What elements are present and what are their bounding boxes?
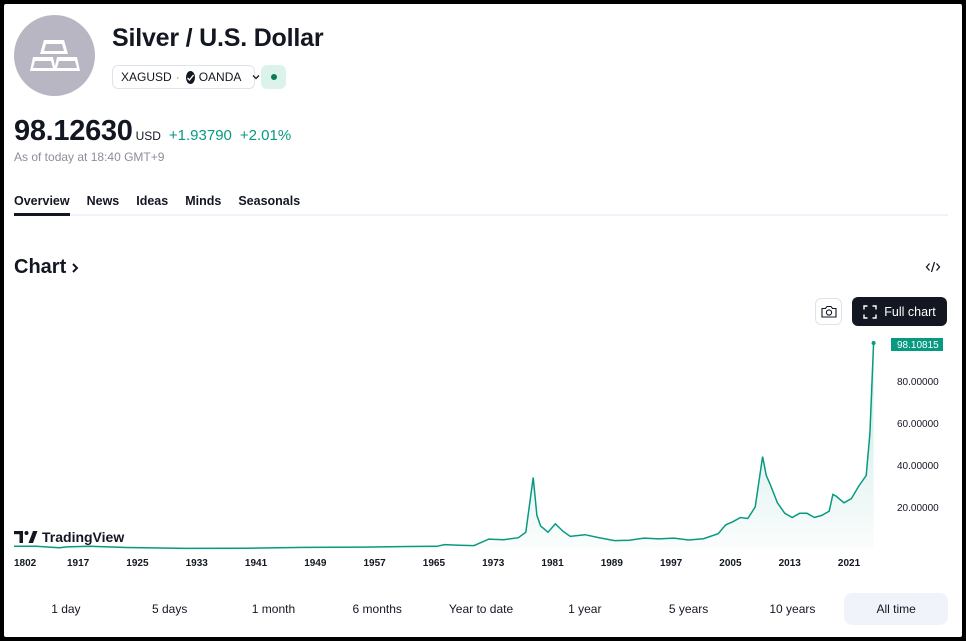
page-frame: Silver / U.S. Dollar XAGUSD · OANDA 98.1… xyxy=(4,4,962,637)
y-tick-label: 20.00000 xyxy=(897,503,939,514)
market-status-button[interactable] xyxy=(261,65,286,89)
range-6-months[interactable]: 6 months xyxy=(352,602,402,616)
x-tick-label: 1941 xyxy=(245,558,268,569)
x-tick-label: 1802 xyxy=(14,558,37,569)
x-tick-label: 1973 xyxy=(482,558,505,569)
price-line xyxy=(14,342,875,550)
price-area-fill xyxy=(14,343,874,549)
chart-heading-link[interactable]: Chart xyxy=(14,256,80,279)
tab-minds[interactable]: Minds xyxy=(185,194,222,208)
oanda-logo-icon xyxy=(185,70,195,84)
symbol-label: XAGUSD xyxy=(121,70,172,84)
last-price: 98.12630 xyxy=(14,115,133,147)
x-tick-label: 1949 xyxy=(304,558,327,569)
page-title: Silver / U.S. Dollar xyxy=(112,24,324,52)
price-chart[interactable]: 20.00000 40.00000 60.00000 80.00000 1802 191… xyxy=(4,4,962,579)
range-10-years[interactable]: 10 years xyxy=(769,602,816,616)
range-all-time[interactable]: All time xyxy=(844,593,949,625)
x-tick-label: 1981 xyxy=(541,558,564,569)
time-range-selector: 1 day 5 days 1 month 6 months Year to da… xyxy=(14,593,949,625)
x-tick-label: 1957 xyxy=(364,558,387,569)
x-tick-label: 2021 xyxy=(838,558,861,569)
last-value-dot xyxy=(871,340,876,345)
x-tick-label: 2013 xyxy=(779,558,802,569)
range-1-month[interactable]: 1 month xyxy=(251,602,296,616)
tab-seasonals[interactable]: Seasonals xyxy=(238,194,301,208)
as-of-timestamp: As of today at 18:40 GMT+9 xyxy=(14,150,165,164)
embed-code-icon[interactable] xyxy=(922,256,944,278)
price-change-percent: +2.01% xyxy=(239,127,292,144)
full-chart-label: Full chart xyxy=(884,304,936,319)
range-5-days[interactable]: 5 days xyxy=(151,602,188,616)
x-tick-label: 1917 xyxy=(67,558,90,569)
y-tick-label: 80.00000 xyxy=(897,377,939,388)
x-tick-label: 1965 xyxy=(423,558,446,569)
price-change: +1.93790 xyxy=(168,127,232,144)
range-5-years[interactable]: 5 years xyxy=(668,602,709,616)
last-value-badge xyxy=(891,337,943,351)
x-tick-label: 2005 xyxy=(719,558,742,569)
separator-dot: · xyxy=(175,70,180,84)
x-tick-label: 1933 xyxy=(186,558,209,569)
chevron-down-icon xyxy=(251,72,261,82)
fullscreen-icon xyxy=(863,304,877,319)
silver-bars-icon xyxy=(14,15,95,96)
price-row: 98.12630 USD +1.93790 +2.01% xyxy=(14,115,291,148)
range-1-year[interactable]: 1 year xyxy=(568,602,602,616)
range-year-to-date[interactable]: Year to date xyxy=(448,602,514,616)
x-tick-label: 1997 xyxy=(660,558,683,569)
tradingview-logo-icon xyxy=(14,531,38,543)
status-dot-icon xyxy=(270,74,277,80)
tab-ideas[interactable]: Ideas xyxy=(136,194,169,208)
watermark-label: TradingView xyxy=(42,529,125,545)
tab-news[interactable]: News xyxy=(86,194,120,208)
chart-heading-label: Chart xyxy=(14,256,67,278)
section-tabs: Overview News Ideas Minds Seasonals xyxy=(14,194,948,216)
chevron-right-icon xyxy=(70,261,80,275)
x-tick-label: 1989 xyxy=(601,558,624,569)
camera-icon[interactable] xyxy=(815,298,842,325)
tradingview-watermark: TradingView xyxy=(14,529,124,545)
exchange-label: OANDA xyxy=(198,70,242,84)
full-chart-button[interactable]: Full chart xyxy=(852,297,947,326)
x-tick-label: 1925 xyxy=(126,558,149,569)
y-tick-label: 40.00000 xyxy=(897,461,939,472)
symbol-exchange-selector[interactable]: XAGUSD · OANDA xyxy=(112,65,260,89)
range-1-day[interactable]: 1 day xyxy=(51,602,81,616)
currency-label: USD xyxy=(135,129,161,143)
y-tick-label: 60.00000 xyxy=(897,419,939,430)
tab-overview[interactable]: Overview xyxy=(14,194,70,216)
last-value-label: 98.10815 xyxy=(897,340,939,351)
